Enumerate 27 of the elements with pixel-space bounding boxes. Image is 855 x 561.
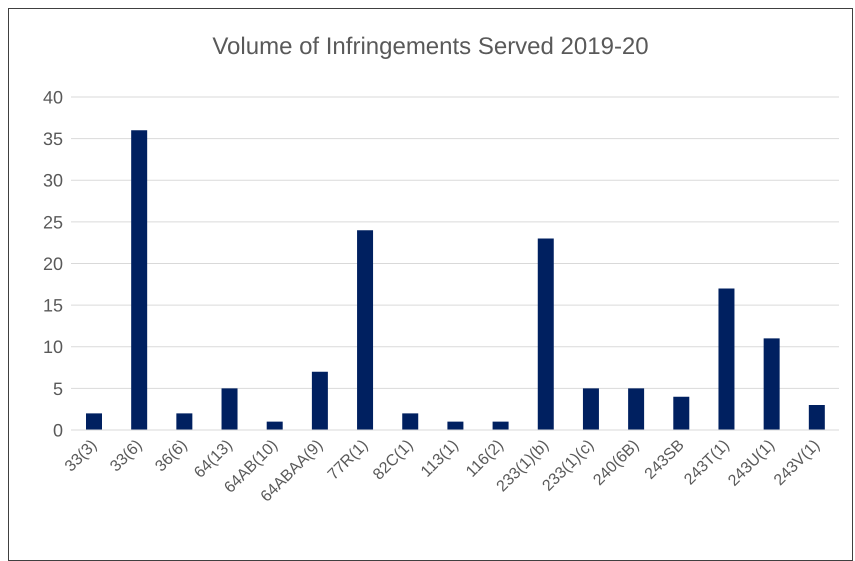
y-tick-label: 25 — [42, 212, 63, 232]
y-tick-label: 30 — [42, 170, 63, 191]
bar — [86, 413, 102, 430]
y-tick-label: 5 — [52, 378, 63, 399]
bar — [176, 413, 192, 430]
bar — [357, 230, 374, 430]
bar — [222, 388, 238, 430]
chart-title: Volume of Infringements Served 2019-20 — [211, 33, 650, 61]
y-tick-label: 40 — [42, 87, 63, 108]
bar — [131, 130, 148, 430]
bar — [718, 288, 734, 430]
bar — [628, 388, 644, 430]
y-tick-label: 20 — [42, 254, 63, 274]
bar — [764, 338, 780, 430]
bar — [266, 422, 283, 430]
bar — [673, 396, 690, 430]
bar — [312, 372, 328, 430]
y-tick-label: 15 — [42, 296, 63, 316]
bar — [582, 388, 599, 430]
y-tick-label: 0 — [52, 420, 63, 440]
bar — [402, 413, 418, 430]
y-tick-label: 35 — [42, 129, 63, 150]
bar — [538, 238, 554, 430]
y-tick-label: 10 — [42, 337, 63, 358]
bar — [447, 422, 464, 430]
bar — [492, 422, 509, 430]
bar — [808, 405, 825, 430]
